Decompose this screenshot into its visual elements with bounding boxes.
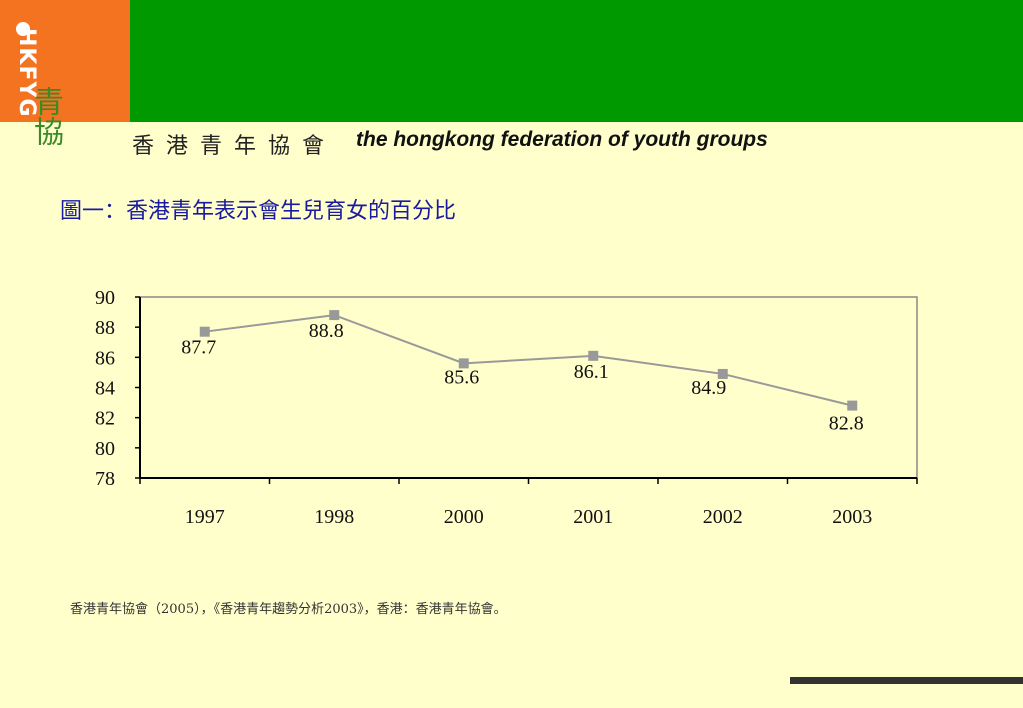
y-tick-label: 80 [95, 438, 115, 460]
x-tick-label: 1998 [314, 506, 354, 528]
logo-chinese-chars: 青協 [28, 86, 63, 146]
x-tick-label: 2001 [573, 506, 613, 528]
header-bar [130, 0, 1023, 122]
x-tick-label: 2003 [832, 506, 872, 528]
y-tick-label: 88 [95, 317, 115, 339]
logo-mark-icon [16, 22, 30, 36]
x-tick-labels: 1997 1998 2000 2001 2002 2003 [185, 506, 873, 528]
x-tick-label: 2002 [703, 506, 743, 528]
data-labels: 87.7 88.8 85.6 86.1 84.9 82.8 [181, 320, 864, 435]
data-label: 88.8 [309, 320, 344, 342]
data-point-marker [847, 400, 858, 411]
figure-title: 圖一：香港青年表示會生兒育女的百分比 [60, 199, 457, 224]
logo-panel [0, 0, 130, 122]
data-label: 82.8 [829, 413, 864, 435]
series-line [204, 314, 853, 407]
x-tick-label: 2000 [444, 506, 484, 528]
data-label: 85.6 [444, 366, 479, 388]
y-tick-label: 90 [95, 287, 115, 309]
data-point-marker [199, 326, 210, 337]
x-tick-label: 1997 [185, 506, 225, 528]
bottom-rule [790, 677, 1023, 684]
y-tick-label: 78 [95, 468, 115, 490]
data-point-marker [458, 358, 469, 369]
logo-text: HKFYG [14, 28, 39, 118]
org-name-english: the hongkong federation of youth groups [356, 128, 768, 151]
y-tick-label: 86 [95, 347, 115, 369]
y-tick-label: 82 [95, 408, 115, 430]
y-tick-label: 84 [95, 378, 115, 400]
y-tick-labels: 90 88 86 84 82 80 78 [95, 287, 115, 490]
source-note: 香港青年協會（2005），《香港青年趨勢分析2003》，香港：香港青年協會。 [70, 602, 507, 617]
data-point-marker [717, 368, 728, 379]
data-point-marker [329, 310, 340, 321]
data-label: 87.7 [181, 337, 216, 359]
org-name-chinese: 香港青年協會 [132, 134, 337, 159]
data-label: 84.9 [691, 377, 726, 399]
chart-axes [135, 296, 918, 484]
data-label: 86.1 [574, 361, 609, 383]
data-point-marker [588, 350, 599, 361]
chart-series [199, 310, 858, 411]
